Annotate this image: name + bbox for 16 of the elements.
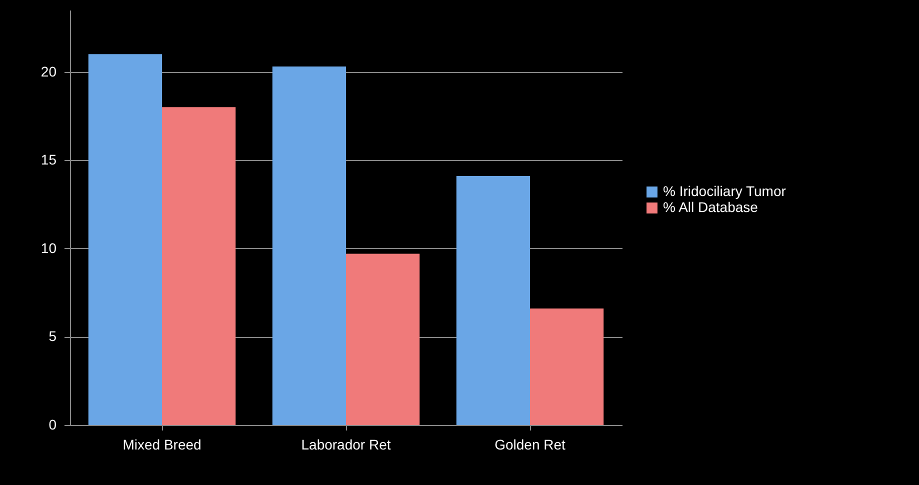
x-tick-label: Golden Ret [494,436,566,452]
legend-label: % All Database [663,199,758,215]
bar [88,54,162,425]
bar [272,66,346,425]
bar [162,107,236,425]
y-tick-label: 15 [40,152,57,168]
bar [346,254,420,425]
y-tick-label: 10 [40,240,57,256]
y-tick-label: 0 [48,416,57,432]
y-tick-label: 20 [40,63,57,80]
x-tick-label: Laborador Ret [301,436,391,452]
x-tick-label: Mixed Breed [122,436,202,452]
bar [530,308,604,425]
y-tick-label: 5 [48,328,57,344]
bar [456,176,530,425]
legend-label: % Iridociliary Tumor [663,183,786,199]
